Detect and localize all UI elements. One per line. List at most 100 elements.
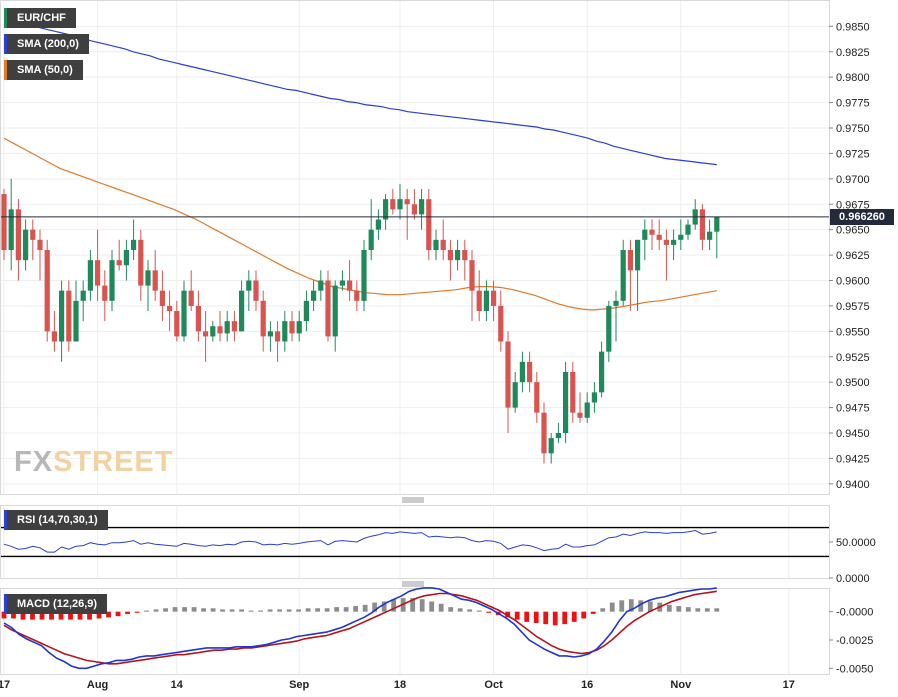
candle-body	[296, 321, 302, 334]
y-tick-label: 0.9800	[836, 72, 870, 84]
macd-histogram-bar	[429, 601, 435, 612]
candle-body	[325, 280, 331, 337]
candle-body	[483, 290, 489, 311]
macd-histogram-bar	[486, 611, 492, 613]
macd-histogram-bar	[562, 611, 568, 625]
candle-body	[404, 199, 410, 205]
candle-body	[678, 234, 684, 240]
candle-body	[152, 270, 158, 291]
macd-histogram-bar	[704, 608, 710, 612]
macd-tick-label: -0.0025	[836, 635, 873, 647]
candle-body	[714, 216, 720, 232]
candle-body	[246, 280, 252, 291]
candle-body	[519, 361, 525, 383]
candle-body	[239, 290, 245, 332]
candle-body	[541, 412, 547, 454]
sma200-line	[3, 17, 717, 166]
candle-body	[95, 260, 101, 286]
y-tick-label: 0.9575	[836, 301, 870, 313]
candle-body	[361, 250, 367, 301]
candle-body	[354, 290, 360, 301]
candle-body	[447, 250, 453, 261]
macd-histogram-bar	[1, 611, 7, 619]
macd-histogram-bar	[714, 608, 720, 612]
macd-histogram-bar	[581, 611, 587, 619]
macd-histogram-bar	[58, 611, 64, 620]
candle-body	[109, 260, 115, 301]
candle-body	[195, 305, 201, 332]
candle-body	[159, 290, 165, 306]
candle-body	[498, 305, 504, 342]
candle-body	[685, 224, 691, 235]
current-price-tag: 0.966260	[830, 208, 894, 225]
y-tick-label: 0.9600	[836, 276, 870, 288]
rsi-tick-label: 50.0000	[836, 537, 876, 549]
legend-sma50: SMA (50,0)	[4, 60, 83, 80]
macd-histogram-bar	[419, 599, 425, 612]
macd-histogram-bar	[163, 608, 168, 612]
candle-body	[116, 260, 122, 266]
candle-body	[311, 290, 317, 301]
candle-body	[606, 305, 612, 352]
macd-histogram-bar	[220, 609, 225, 612]
macd-histogram-bar	[144, 610, 149, 612]
candle-body	[527, 361, 533, 383]
rsi-line	[3, 529, 717, 553]
macd-histogram-bar	[676, 606, 682, 612]
macd-histogram-bar	[543, 611, 549, 625]
macd-histogram-bar	[106, 611, 111, 618]
candle-body	[102, 285, 108, 301]
macd-histogram-bar	[647, 601, 653, 612]
macd-histogram-bar	[134, 611, 140, 613]
macd-histogram-bar	[685, 607, 691, 612]
candle-body	[368, 229, 374, 250]
macd-histogram-bar	[267, 609, 273, 612]
candle-body	[642, 229, 648, 240]
x-tick-label: 17	[0, 679, 10, 691]
candle-body	[123, 250, 129, 266]
rsi-tick-label: 0.0000	[836, 573, 870, 585]
candle-body	[275, 331, 281, 342]
macd-histogram-bar	[334, 607, 340, 612]
candle-body	[584, 402, 590, 418]
macd-histogram-bar	[229, 609, 235, 612]
candle-body	[217, 326, 223, 334]
candle-body	[563, 372, 569, 433]
macd-histogram-bar	[381, 601, 387, 612]
macd-histogram-bar	[410, 598, 416, 612]
y-tick-label: 0.9700	[836, 174, 870, 186]
candle-body	[59, 290, 65, 342]
x-tick-label: 18	[394, 679, 406, 691]
candle-body	[671, 239, 677, 245]
candle-body	[699, 209, 705, 240]
candle-body	[138, 239, 144, 286]
macd-histogram-bar	[362, 604, 368, 612]
candle-body	[188, 290, 194, 306]
macd-histogram-bar	[476, 610, 482, 612]
macd-histogram-bar	[11, 611, 16, 619]
macd-histogram-bar	[524, 611, 530, 622]
candle-body	[289, 321, 295, 334]
candle-body	[30, 229, 36, 240]
candle-body	[411, 204, 417, 215]
macd-histogram-bar	[324, 608, 330, 612]
candle-body	[210, 326, 216, 337]
x-tick-label: Aug	[87, 679, 108, 691]
candle-body	[260, 300, 266, 337]
candle-body	[548, 438, 554, 454]
candle-body	[591, 392, 597, 403]
macd-line	[3, 587, 717, 670]
candle-body	[80, 290, 86, 301]
candle-body	[282, 321, 288, 342]
y-tick-label: 0.9550	[836, 326, 870, 338]
candle-body	[174, 311, 180, 337]
candle-body	[375, 219, 381, 230]
x-tick-label: Oct	[484, 679, 503, 691]
candle-body	[267, 331, 273, 337]
macd-histogram-bar	[296, 609, 302, 612]
candle-body	[663, 239, 669, 245]
candle-body	[397, 199, 403, 210]
candle-body	[15, 209, 21, 261]
candle-body	[66, 290, 72, 342]
candle-body	[303, 300, 309, 322]
